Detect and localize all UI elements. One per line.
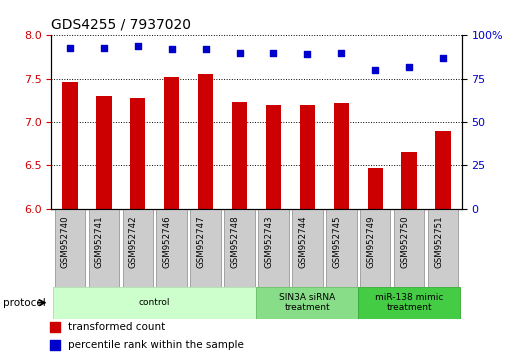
Bar <box>224 209 255 287</box>
Text: GSM952747: GSM952747 <box>196 215 206 268</box>
Point <box>439 55 447 61</box>
Text: percentile rank within the sample: percentile rank within the sample <box>68 340 244 350</box>
Bar <box>258 209 289 287</box>
Point <box>371 67 379 73</box>
Text: GSM952741: GSM952741 <box>95 215 104 268</box>
Text: GSM952746: GSM952746 <box>163 215 172 268</box>
Text: GSM952751: GSM952751 <box>434 215 443 268</box>
Bar <box>428 209 458 287</box>
Bar <box>402 153 417 209</box>
Bar <box>164 77 180 209</box>
Bar <box>62 82 77 209</box>
Bar <box>292 209 323 287</box>
Point <box>134 43 142 48</box>
Bar <box>89 209 119 287</box>
Bar <box>266 105 281 209</box>
Text: GSM952749: GSM952749 <box>366 215 375 268</box>
Text: GSM952748: GSM952748 <box>230 215 240 268</box>
Bar <box>436 131 451 209</box>
Text: GSM952744: GSM952744 <box>299 215 307 268</box>
Text: GSM952745: GSM952745 <box>332 215 341 268</box>
Point <box>202 46 210 52</box>
Bar <box>394 209 424 287</box>
Bar <box>358 287 460 319</box>
Text: control: control <box>139 298 170 307</box>
Text: GDS4255 / 7937020: GDS4255 / 7937020 <box>51 17 191 32</box>
Bar <box>190 209 221 287</box>
Bar <box>300 105 315 209</box>
Bar <box>368 168 383 209</box>
Bar <box>96 96 111 209</box>
Point <box>290 92 298 98</box>
Text: GSM952742: GSM952742 <box>129 215 138 268</box>
Bar <box>256 287 358 319</box>
Bar <box>53 287 256 319</box>
Bar <box>130 98 145 209</box>
Bar <box>333 103 349 209</box>
Point <box>405 64 413 69</box>
Point <box>337 50 345 56</box>
Bar <box>123 209 153 287</box>
Bar <box>360 209 390 287</box>
Point <box>290 253 298 259</box>
Text: GSM952750: GSM952750 <box>400 215 409 268</box>
Text: GSM952743: GSM952743 <box>265 215 273 268</box>
Text: protocol: protocol <box>4 298 46 308</box>
Text: SIN3A siRNA
treatment: SIN3A siRNA treatment <box>279 293 336 312</box>
Point <box>235 50 244 56</box>
Point <box>168 46 176 52</box>
Text: GSM952740: GSM952740 <box>61 215 70 268</box>
Text: transformed count: transformed count <box>68 322 165 332</box>
Bar <box>198 74 213 209</box>
Point <box>66 45 74 50</box>
Text: miR-138 mimic
treatment: miR-138 mimic treatment <box>375 293 443 312</box>
Bar <box>326 209 357 287</box>
Point <box>100 45 108 50</box>
Point <box>269 50 278 56</box>
Point <box>303 52 311 57</box>
Bar <box>156 209 187 287</box>
Bar <box>232 102 247 209</box>
Bar <box>55 209 85 287</box>
